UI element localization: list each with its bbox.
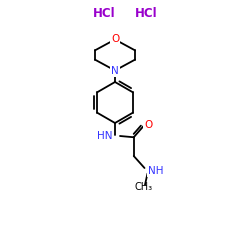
Text: CH₃: CH₃ — [135, 182, 153, 192]
Text: NH: NH — [148, 166, 164, 176]
Text: N: N — [111, 66, 119, 76]
Text: HCl: HCl — [135, 7, 158, 20]
Text: O: O — [144, 120, 152, 130]
Text: HN: HN — [96, 131, 112, 141]
Text: O: O — [111, 34, 119, 44]
Text: HCl: HCl — [92, 7, 115, 20]
